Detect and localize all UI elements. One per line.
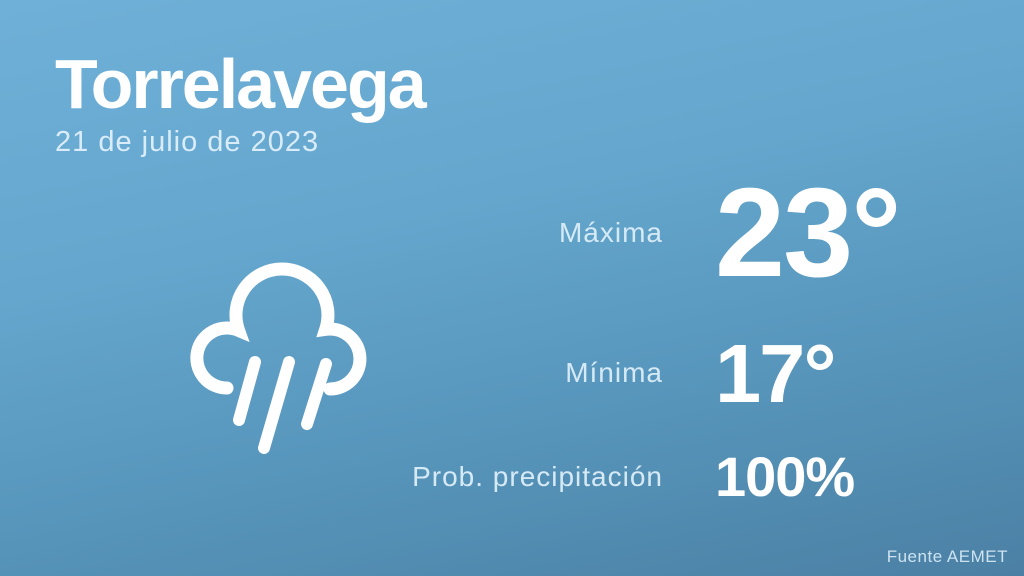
precipitation-value: 100% <box>715 445 855 508</box>
metric-row-min: Mínima 17° <box>380 322 1024 424</box>
source-attribution: Fuente AEMET <box>886 547 1008 566</box>
min-temp-value: 17° <box>715 326 837 420</box>
city-title: Torrelavega <box>55 45 427 123</box>
metrics: Máxima 23° Mínima 17° Prob. precipitació… <box>380 0 1024 576</box>
metric-row-precipitation: Prob. precipitación 100% <box>380 437 1024 517</box>
rain-cloud-icon <box>185 262 385 462</box>
min-temp-label: Mínima <box>565 357 663 388</box>
metric-row-max: Máxima 23° <box>380 166 1024 300</box>
max-temp-value: 23° <box>715 162 902 303</box>
date-text: 21 de julio de 2023 <box>55 125 320 158</box>
precipitation-label: Prob. precipitación <box>412 461 663 492</box>
header: Torrelavega 21 de julio de 2023 <box>55 45 427 159</box>
max-temp-label: Máxima <box>558 217 663 248</box>
